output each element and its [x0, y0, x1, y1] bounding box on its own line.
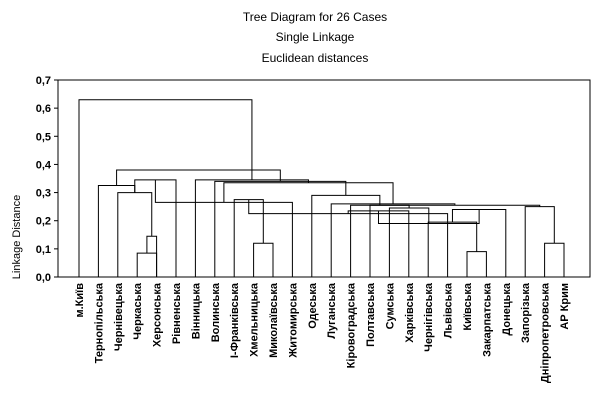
leaf-label: І-Франківська: [229, 282, 241, 358]
y-tick-label: 0,2: [36, 216, 51, 228]
leaf-label: Харківська: [404, 282, 416, 343]
plot-frame: [57, 79, 591, 278]
leaf-label: Одеська: [307, 282, 319, 329]
chart-title: Tree Diagram for 26 Cases Single Linkage…: [243, 10, 387, 65]
y-axis: 0,0 0,1 0,2 0,3 0,4 0,5 0,6 0,7: [36, 75, 58, 284]
leaf-labels: м.Київ Тернопільська Чернівецька Черкаська Х…: [74, 282, 571, 383]
y-tick-label: 0,3: [36, 188, 51, 200]
leaf-label: Луганська: [326, 282, 338, 339]
leaf-label: Сумська: [384, 282, 396, 329]
leaf-label: Миколаївська: [268, 282, 280, 358]
leaf-label: Закарпатська: [481, 282, 493, 357]
y-tick-label: 0,5: [36, 131, 51, 143]
y-tick-label: 0,6: [36, 103, 51, 115]
y-tick-label: 0,0: [36, 272, 51, 284]
title-line-1: Tree Diagram for 26 Cases: [243, 10, 387, 24]
y-tick-label: 0,7: [36, 75, 51, 87]
y-axis-label: Linkage Distance: [11, 195, 23, 279]
cluster-link: [330, 203, 456, 277]
leaf-label: Волинська: [210, 282, 222, 342]
leaf-label: Полтавська: [365, 282, 377, 347]
cluster-link: [97, 185, 136, 277]
leaf-label: Херсонська: [152, 282, 164, 347]
leaf-label: АР Крим: [559, 283, 571, 330]
cluster-link: [427, 221, 478, 277]
cluster-link: [253, 242, 274, 277]
leaf-label: Чернівецька: [113, 282, 125, 351]
leaf-label: Хмельницька: [249, 282, 261, 357]
cluster-link: [116, 169, 281, 186]
cluster-link: [117, 192, 153, 277]
leaf-label: Кіровоградська: [346, 282, 358, 368]
leaf-label: Чернігівська: [423, 282, 435, 352]
cluster-link: [544, 242, 565, 277]
dendrogram-links: [78, 99, 565, 277]
cluster-link: [466, 251, 487, 277]
title-line-3: Euclidean distances: [262, 51, 369, 65]
leaf-label: Вінницька: [190, 282, 202, 339]
title-line-2: Single Linkage: [276, 30, 355, 44]
cluster-link: [78, 99, 253, 277]
leaf-label: Рівненська: [171, 282, 183, 344]
cluster-link: [194, 179, 309, 277]
cluster-link: [524, 206, 555, 277]
cluster-link: [350, 204, 410, 277]
leaf-label: Львівська: [443, 282, 455, 338]
cluster-link: [223, 182, 394, 204]
leaf-label: Донецька: [501, 282, 513, 335]
cluster-link: [369, 204, 541, 277]
cluster-link: [136, 252, 158, 277]
y-tick-label: 0,4: [36, 159, 52, 171]
leaf-label: Дніпропетровська: [540, 282, 552, 383]
leaf-label: Житомирська: [287, 282, 299, 359]
leaf-label: Черкаська: [132, 282, 144, 340]
leaf-label: м.Київ: [74, 283, 86, 318]
cluster-link: [146, 235, 158, 277]
leaf-label: Тернопільська: [93, 282, 105, 363]
y-tick-label: 0,1: [36, 244, 51, 256]
leaf-label: Київська: [462, 282, 474, 330]
leaf-label: Запорізька: [520, 282, 532, 343]
